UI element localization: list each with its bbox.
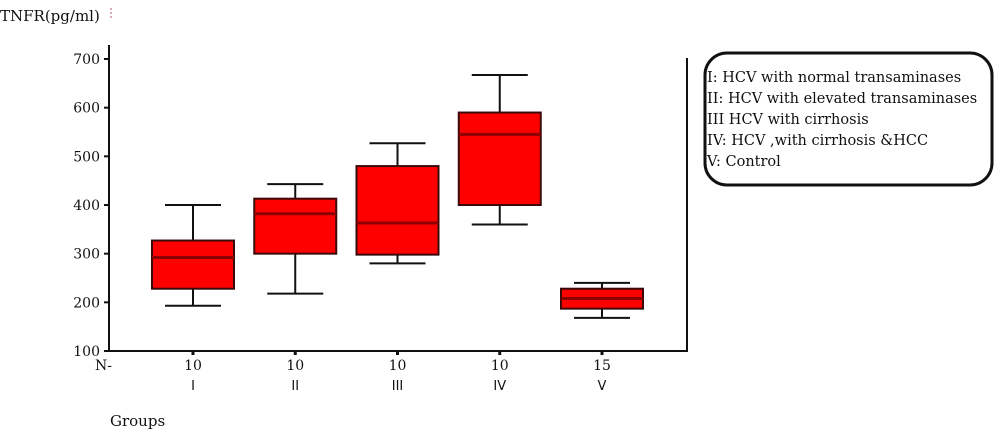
x-axis-label: Groups bbox=[110, 412, 165, 430]
box-group-IV bbox=[457, 74, 542, 226]
legend: I: HCV with normal transaminases II: HCV … bbox=[703, 51, 994, 187]
n-label: N- bbox=[95, 358, 112, 374]
y-tick-label: 700 bbox=[73, 52, 100, 68]
legend-box bbox=[703, 51, 994, 187]
x-tick-label: III bbox=[392, 379, 404, 394]
y-axis-label: TNFR(pg/ml) bbox=[0, 7, 100, 25]
box-group-I bbox=[151, 204, 235, 307]
y-tick-label: 200 bbox=[73, 295, 100, 311]
x-n-label: 15 bbox=[593, 358, 611, 374]
x-tick-label: V bbox=[598, 379, 607, 394]
box-group-II bbox=[253, 183, 338, 295]
box-group-V bbox=[560, 281, 644, 319]
legend-entry: III HCV with cirrhosis bbox=[707, 112, 869, 128]
legend-entry: II: HCV with elevated transaminases bbox=[707, 91, 977, 107]
y-tick-label: 500 bbox=[73, 149, 100, 165]
x-tick-label: IV bbox=[493, 379, 506, 394]
x-tick-label: II bbox=[291, 379, 299, 394]
y-tick-label: 100 bbox=[73, 344, 100, 360]
iqr-box bbox=[355, 165, 440, 256]
box-group-III bbox=[355, 142, 440, 265]
x-n-label: 10 bbox=[184, 358, 202, 374]
legend-entry: V: Control bbox=[706, 154, 781, 170]
y-tick-label: 400 bbox=[73, 198, 100, 214]
iqr-box bbox=[151, 239, 235, 290]
x-tick-label: I bbox=[191, 379, 195, 394]
iqr-box bbox=[253, 197, 338, 255]
y-tick-label: 300 bbox=[73, 247, 100, 263]
legend-entry: IV: HCV ,with cirrhosis &HCC bbox=[707, 133, 928, 149]
x-n-label: 10 bbox=[491, 358, 509, 374]
legend-entry: I: HCV with normal transaminases bbox=[707, 70, 961, 86]
iqr-box bbox=[457, 111, 542, 206]
x-n-label: 10 bbox=[389, 358, 407, 374]
y-tick-label: 600 bbox=[73, 101, 100, 117]
x-n-label: 10 bbox=[286, 358, 304, 374]
